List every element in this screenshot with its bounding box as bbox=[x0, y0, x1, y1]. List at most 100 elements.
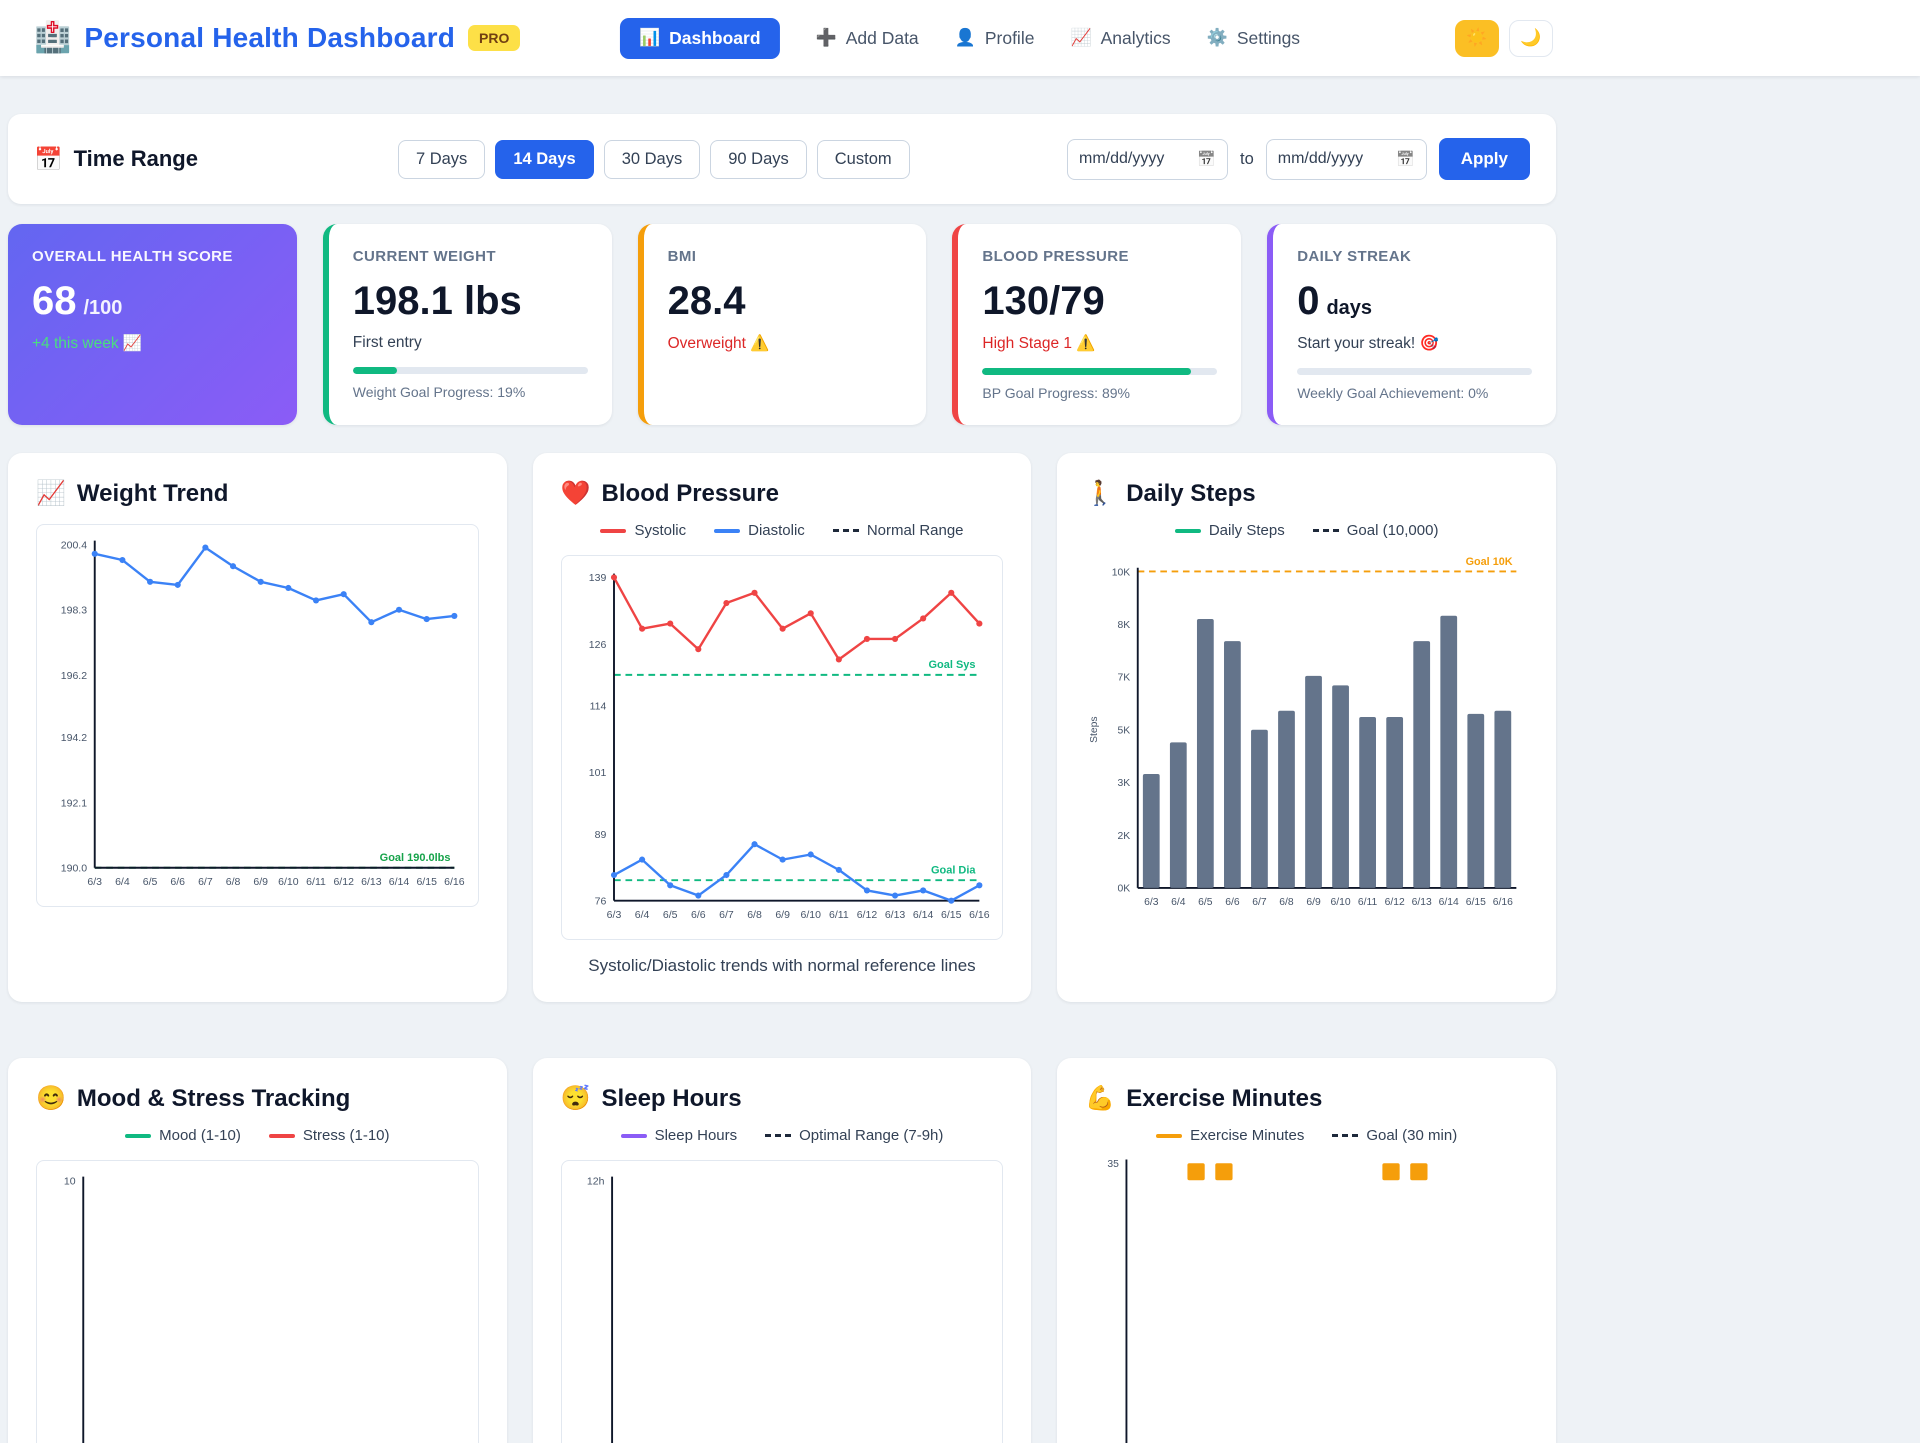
svg-text:6/13: 6/13 bbox=[884, 909, 905, 921]
sleep-hours-card: 😴 Sleep Hours Sleep Hours Optimal Range (… bbox=[532, 1058, 1032, 1443]
dashed-line-swatch bbox=[832, 529, 859, 532]
user-icon: 👤 bbox=[954, 28, 976, 47]
stat-title: BLOOD PRESSURE bbox=[982, 248, 1129, 265]
svg-text:6/5: 6/5 bbox=[1198, 897, 1213, 908]
legend-item[interactable]: Goal (30 min) bbox=[1332, 1127, 1457, 1144]
nav-dashboard[interactable]: 📊 Dashboard bbox=[619, 17, 780, 59]
theme-toggles: ☀️ 🌙 bbox=[1455, 19, 1553, 57]
legend-item[interactable]: Daily Steps bbox=[1174, 522, 1285, 539]
preset-14-days[interactable]: 14 Days bbox=[495, 139, 594, 179]
dark-mode-button[interactable]: 🌙 bbox=[1509, 19, 1553, 57]
legend-item[interactable]: Goal (10,000) bbox=[1312, 522, 1438, 539]
hospital-logo-icon: 🏥 bbox=[34, 21, 72, 54]
charts-row-1: 📈 Weight Trend Goal 190.0lbs 200.4 198.3 19… bbox=[8, 453, 1556, 1003]
legend-item[interactable]: Systolic bbox=[600, 522, 686, 539]
dashed-line-swatch bbox=[1312, 529, 1339, 532]
svg-text:6/15: 6/15 bbox=[416, 876, 437, 888]
svg-text:114: 114 bbox=[589, 701, 606, 713]
end-date-placeholder: mm/dd/yyyy bbox=[1277, 150, 1364, 167]
dashed-line-swatch bbox=[1332, 1134, 1359, 1138]
progress-fill bbox=[352, 367, 398, 374]
sleep-hours-title: Sleep Hours bbox=[601, 1084, 742, 1112]
end-date-input[interactable]: mm/dd/yyyy 📅 bbox=[1265, 138, 1427, 180]
chart-up-icon: 📈 bbox=[36, 480, 66, 507]
muscle-icon: 💪 bbox=[1085, 1085, 1116, 1113]
legend-item[interactable]: Exercise Minutes bbox=[1156, 1127, 1304, 1144]
svg-text:6/12: 6/12 bbox=[333, 876, 354, 888]
weight-trend-title: Weight Trend bbox=[76, 479, 229, 507]
walking-person-icon: 🚶 bbox=[1085, 480, 1116, 507]
nav-analytics[interactable]: 📈 Analytics bbox=[1070, 28, 1170, 49]
mood-stress-card: 😊 Mood & Stress Tracking Mood (1-10) Stre… bbox=[8, 1058, 507, 1443]
bp-value: 130/79 bbox=[982, 279, 1105, 323]
progress-label: Weight Goal Progress: 19% bbox=[352, 384, 526, 400]
svg-text:6/14: 6/14 bbox=[389, 876, 410, 888]
nav-add-data[interactable]: ➕ Add Data bbox=[816, 28, 919, 49]
stat-cards-row: OVERALL HEALTH SCORE 68 /100 +4 this wee… bbox=[8, 224, 1556, 425]
legend-item[interactable]: Mood (1-10) bbox=[125, 1127, 241, 1144]
moon-icon: 🌙 bbox=[1520, 28, 1542, 47]
stat-value-row: 0 days bbox=[1297, 281, 1532, 321]
nav-profile[interactable]: 👤 Profile bbox=[955, 28, 1035, 49]
preset-custom[interactable]: Custom bbox=[816, 139, 910, 179]
preset-30-days[interactable]: 30 Days bbox=[603, 139, 701, 179]
stat-title: DAILY STREAK bbox=[1297, 248, 1412, 265]
svg-text:6/3: 6/3 bbox=[606, 909, 621, 921]
stat-subtitle: +4 this week 📈 bbox=[32, 335, 143, 352]
svg-text:7K: 7K bbox=[1118, 673, 1131, 684]
svg-text:6/11: 6/11 bbox=[829, 909, 849, 921]
legend-item[interactable]: Normal Range bbox=[832, 522, 964, 539]
progress-track bbox=[1297, 368, 1532, 375]
nav-settings[interactable]: ⚙️ Settings bbox=[1207, 28, 1300, 49]
range-separator: to bbox=[1240, 149, 1254, 168]
blood-pressure-chart-card: ❤️ Blood Pressure Systolic Diastolic Norma… bbox=[532, 453, 1032, 1003]
legend-item[interactable]: Diastolic bbox=[714, 522, 805, 539]
chart-title: 😊 Mood & Stress Tracking bbox=[36, 1084, 479, 1113]
streak-suffix: days bbox=[1326, 297, 1373, 319]
time-range-title: 📅 Time Range bbox=[34, 146, 198, 173]
light-mode-button[interactable]: ☀️ bbox=[1455, 19, 1499, 57]
preset-90-days[interactable]: 90 Days bbox=[710, 139, 807, 179]
gear-icon: ⚙️ bbox=[1206, 28, 1228, 47]
stat-subtitle: High Stage 1 ⚠️ bbox=[982, 335, 1096, 352]
legend-item[interactable]: Stress (1-10) bbox=[268, 1127, 390, 1144]
streak-value: 0 bbox=[1297, 279, 1320, 323]
calendar-picker-icon[interactable]: 📅 bbox=[1197, 151, 1216, 168]
svg-text:6/5: 6/5 bbox=[143, 876, 158, 888]
svg-text:6/10: 6/10 bbox=[278, 876, 299, 888]
legend-item[interactable]: Optimal Range (7-9h) bbox=[765, 1127, 943, 1144]
charts-row-2: 😊 Mood & Stress Tracking Mood (1-10) Stre… bbox=[8, 1058, 1556, 1443]
svg-text:126: 126 bbox=[588, 639, 606, 651]
chart-title: 💪 Exercise Minutes bbox=[1085, 1084, 1528, 1113]
svg-text:192.1: 192.1 bbox=[61, 797, 87, 809]
preset-7-days[interactable]: 7 Days bbox=[397, 139, 486, 179]
health-score-value: 68 bbox=[32, 279, 77, 323]
mood-stress-chart[interactable]: 10 bbox=[36, 1160, 479, 1443]
svg-text:6/10: 6/10 bbox=[1331, 897, 1351, 908]
calendar-icon: 📅 bbox=[34, 145, 63, 172]
line-swatch bbox=[125, 1133, 152, 1138]
blood-pressure-chart[interactable]: Goal Sys Goal Dia 139 126 114 101 89 76 6/3 6/4 6/… bbox=[560, 555, 1004, 941]
weight-trend-chart[interactable]: Goal 190.0lbs 200.4 198.3 196.2 194.2 192.1 19… bbox=[36, 524, 479, 908]
sleep-hours-chart[interactable]: 12h bbox=[560, 1160, 1004, 1443]
legend-item[interactable]: Sleep Hours bbox=[620, 1127, 737, 1144]
nav-profile-label: Profile bbox=[984, 27, 1035, 48]
legend-label: Exercise Minutes bbox=[1190, 1127, 1305, 1145]
nav-settings-label: Settings bbox=[1236, 27, 1301, 48]
svg-text:198.3: 198.3 bbox=[61, 605, 87, 617]
svg-text:6/7: 6/7 bbox=[719, 909, 734, 921]
legend-label: Mood (1-10) bbox=[159, 1127, 241, 1145]
daily-steps-chart[interactable]: Goal 10K 10K 8K 7K 5K 3K 2K 0K Steps 6/3 6/4 6/5 6/6… bbox=[1085, 547, 1528, 920]
exercise-minutes-chart[interactable]: 356/36/46/56/66/76/86/96/106/116/126/136… bbox=[1085, 1152, 1528, 1443]
calendar-picker-icon[interactable]: 📅 bbox=[1396, 151, 1415, 168]
start-date-input[interactable]: mm/dd/yyyy 📅 bbox=[1067, 138, 1228, 180]
current-weight-card: CURRENT WEIGHT 198.1 lbs First entry Wei… bbox=[322, 224, 612, 425]
progress-label: BP Goal Progress: 89% bbox=[982, 385, 1130, 401]
svg-text:3K: 3K bbox=[1118, 778, 1131, 789]
svg-text:12h: 12h bbox=[587, 1176, 605, 1188]
line-swatch bbox=[1174, 528, 1201, 533]
blood-pressure-title: Blood Pressure bbox=[601, 479, 779, 507]
chart-title: 😴 Sleep Hours bbox=[561, 1084, 1004, 1113]
apply-button[interactable]: Apply bbox=[1438, 138, 1530, 180]
svg-text:6/8: 6/8 bbox=[226, 876, 241, 888]
